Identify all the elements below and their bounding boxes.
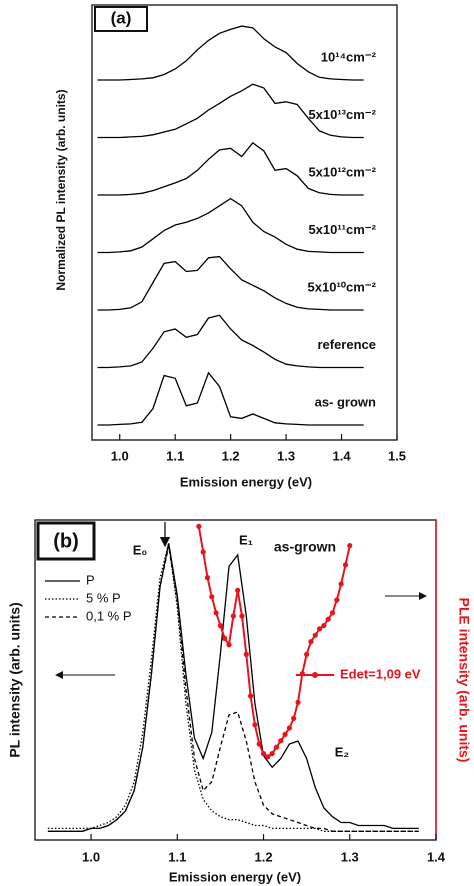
x-tick-label: 1.0 (111, 448, 129, 463)
series-label: 5x10¹²cm⁻² (308, 164, 376, 179)
series-label: 10¹⁴cm⁻² (321, 49, 377, 64)
annotation: E₂ (335, 744, 350, 759)
data-point (316, 626, 323, 632)
data-line (47, 543, 419, 832)
data-point (286, 725, 292, 731)
series-label: as- grown (315, 394, 376, 409)
legend-label: P (86, 572, 95, 587)
x-tick-label: 1.0 (82, 849, 100, 864)
x-tick-label: 1.4 (427, 849, 446, 864)
panel-label: (b) (53, 530, 79, 552)
x-tick-label: 1.2 (222, 448, 240, 463)
data-point (230, 613, 236, 619)
x-tick-label: 1.3 (341, 849, 359, 864)
data-point (213, 610, 219, 616)
data-line (47, 543, 419, 832)
x-axis-label: Emission energy (eV) (180, 474, 312, 489)
series-label: 5x10¹⁰cm⁻² (308, 279, 377, 294)
data-point (247, 693, 254, 699)
x-tick-label: 1.3 (277, 448, 295, 463)
data-point (269, 751, 275, 757)
annotation: E₀ (133, 542, 148, 557)
data-point (222, 635, 228, 642)
data-point (291, 715, 297, 722)
panel-label-box (94, 6, 148, 32)
series-label: 5x10¹¹cm⁻² (308, 222, 376, 237)
x-tick-label: 1.4 (333, 448, 352, 463)
data-point (334, 597, 340, 603)
data-line (97, 255, 364, 311)
data-point (295, 699, 301, 706)
data-point (226, 642, 232, 648)
data-point (282, 731, 288, 738)
data-point (308, 639, 314, 645)
panel-label-box (36, 521, 96, 561)
legend-label: 0,1 % P (86, 608, 132, 623)
data-point (321, 623, 327, 629)
data-point (209, 594, 215, 600)
data-point (338, 581, 344, 587)
x-axis-label: Emission energy (eV) (169, 869, 301, 884)
legend-label: Edet=1,09 eV (340, 666, 421, 681)
data-point (265, 754, 271, 760)
x-tick-label: 1.1 (168, 849, 186, 864)
y2-axis-label: PLE intensity (arb. units) (456, 598, 472, 763)
data-point (239, 613, 245, 619)
data-point (200, 549, 206, 555)
data-line (47, 546, 419, 832)
series-label: reference (317, 337, 376, 352)
x-tick-label: 1.5 (388, 448, 406, 463)
data-point (342, 562, 349, 568)
data-point (196, 523, 202, 530)
data-point (312, 632, 318, 638)
plot-area (47, 523, 419, 832)
data-line (97, 314, 364, 369)
data-point (243, 651, 249, 658)
data-line (97, 83, 364, 139)
data-point (235, 587, 241, 594)
annotation: as-grown (274, 539, 336, 555)
data-line (97, 197, 364, 254)
panel-label: (a) (111, 8, 132, 27)
legend-label: 5 % P (86, 590, 121, 605)
plot-frame (91, 4, 398, 441)
data-point (273, 744, 280, 750)
data-point (325, 616, 331, 622)
data-point (256, 741, 262, 747)
y-axis-label: PL intensity (arb. units) (7, 602, 23, 757)
data-point (204, 575, 211, 581)
data-point (260, 751, 267, 757)
y-axis-label: Normalized PL intensity (arb. units) (54, 89, 68, 290)
data-point (252, 722, 258, 728)
data-point (217, 623, 224, 629)
data-point (347, 543, 353, 549)
data-point (278, 738, 284, 744)
data-point (304, 651, 310, 658)
data-point (329, 610, 336, 616)
data-line (97, 371, 364, 426)
legend-marker (312, 672, 318, 678)
x-tick-label: 1.1 (166, 448, 184, 463)
series-label: 5x10¹³cm⁻² (308, 107, 376, 122)
data-line (97, 141, 364, 196)
annotation: E₁ (239, 532, 253, 547)
x-tick-label: 1.2 (254, 849, 272, 864)
data-line (97, 25, 364, 81)
